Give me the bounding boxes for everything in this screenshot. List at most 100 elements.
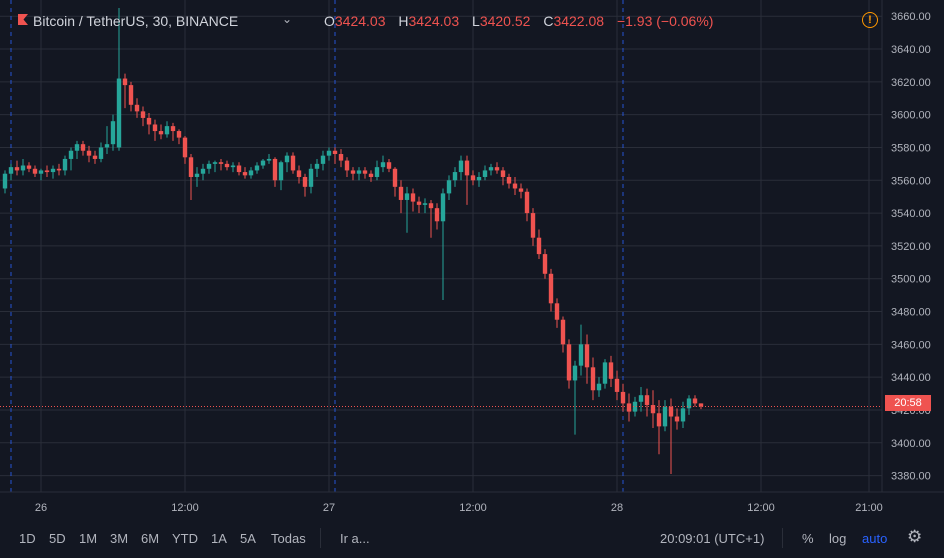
x-tick-label: 26 — [35, 502, 47, 514]
percent-scale-toggle[interactable]: % — [802, 531, 814, 546]
candle-down — [182, 137, 188, 158]
range-5d-button[interactable]: 5D — [49, 531, 66, 546]
candle-up — [98, 147, 104, 159]
candle-up — [572, 365, 578, 381]
candle-up — [164, 126, 170, 135]
candle-down — [188, 157, 194, 177]
candle-down — [296, 170, 302, 177]
y-tick-label: 3480.00 — [891, 307, 931, 319]
x-tick-label: 12:00 — [747, 502, 775, 514]
candle-down — [698, 403, 704, 407]
candle-up — [200, 168, 206, 174]
candle-down — [350, 170, 356, 174]
candle-down — [518, 188, 524, 192]
candle-up — [212, 162, 218, 164]
range-all-button[interactable]: Todas — [271, 531, 306, 546]
candle-up — [248, 170, 254, 176]
candle-down — [302, 176, 308, 187]
range-1m-button[interactable]: 1M — [79, 531, 98, 546]
candle-down — [542, 254, 548, 274]
candle-up — [380, 162, 386, 168]
candle-down — [644, 395, 650, 406]
candle-up — [206, 163, 212, 169]
y-tick-label: 3540.00 — [891, 208, 931, 220]
y-tick-label: 3660.00 — [891, 11, 931, 23]
candle-down — [656, 413, 662, 427]
candle-down — [92, 155, 98, 159]
candle-down — [32, 168, 38, 174]
candle-down — [398, 186, 404, 200]
x-tick-label: 12:00 — [459, 502, 487, 514]
candle-up — [632, 401, 638, 412]
candle-down — [524, 191, 530, 214]
range-3m-button[interactable]: 3M — [110, 531, 129, 546]
clock-readout[interactable]: 20:09:01 (UTC+1) — [660, 531, 765, 546]
log-scale-toggle[interactable]: log — [829, 531, 847, 546]
candle-up — [266, 158, 272, 161]
candle-down — [470, 175, 476, 181]
candle-up — [422, 203, 428, 205]
open-label: O — [324, 13, 335, 29]
candle-down — [14, 167, 20, 171]
candle-up — [110, 121, 116, 145]
candle-up — [476, 176, 482, 181]
candle-down — [56, 168, 62, 171]
candle-down — [668, 406, 674, 417]
y-tick-label: 3520.00 — [891, 241, 931, 253]
candle-down — [134, 104, 140, 112]
candle-up — [638, 395, 644, 402]
range-6m-button[interactable]: 6M — [141, 531, 160, 546]
gear-icon[interactable]: ⚙ — [907, 527, 923, 546]
candle-down — [560, 319, 566, 345]
range-1d-button[interactable]: 1D — [19, 531, 36, 546]
y-tick-label: 3600.00 — [891, 110, 931, 122]
candle-up — [320, 155, 326, 164]
candle-down — [80, 144, 86, 151]
candle-up — [260, 160, 266, 166]
candle-down — [548, 273, 554, 304]
range-ytd-button[interactable]: YTD — [172, 531, 198, 546]
candle-down — [44, 170, 50, 173]
candle-up — [374, 167, 380, 177]
range-1a-button[interactable]: 1A — [211, 531, 227, 546]
candle-up — [602, 362, 608, 384]
alert-icon[interactable]: ! — [862, 12, 878, 28]
candle-up — [62, 158, 68, 171]
range-5a-button[interactable]: 5A — [240, 531, 256, 546]
candle-down — [176, 131, 182, 138]
candle-down — [170, 126, 176, 132]
candle-up — [458, 160, 464, 173]
candle-up — [20, 165, 26, 171]
y-tick-label: 3640.00 — [891, 44, 931, 56]
candle-down — [584, 344, 590, 368]
candle-down — [500, 170, 506, 177]
candle-down — [590, 367, 596, 391]
chevron-down-icon[interactable]: ⌄ — [282, 12, 293, 26]
candle-up — [116, 78, 122, 148]
candle-down — [536, 237, 542, 255]
candle-down — [344, 160, 350, 171]
candle-down — [434, 208, 440, 222]
candle-down — [566, 344, 572, 381]
toolbar-divider — [320, 528, 321, 548]
candle-down — [512, 183, 518, 189]
auto-scale-toggle[interactable]: auto — [862, 531, 888, 546]
candle-up — [278, 162, 284, 181]
y-tick-label: 3460.00 — [891, 339, 931, 351]
high-label: H — [398, 13, 409, 29]
candle-down — [272, 158, 278, 181]
candle-up — [326, 150, 332, 156]
candle-down — [620, 391, 626, 404]
candle-down — [86, 150, 92, 156]
goto-date-button[interactable]: Ir a... — [340, 531, 370, 546]
candle-up — [686, 398, 692, 409]
candle-up — [404, 193, 410, 200]
x-tick-label: 27 — [323, 502, 335, 514]
y-tick-label: 3400.00 — [891, 438, 931, 450]
symbol-title[interactable]: Bitcoin / TetherUS, 30, BINANCE — [33, 13, 239, 29]
candle-up — [284, 155, 290, 163]
candle-down — [416, 201, 422, 205]
close-value: 3422.08 — [553, 13, 605, 29]
y-tick-label: 3580.00 — [891, 142, 931, 154]
